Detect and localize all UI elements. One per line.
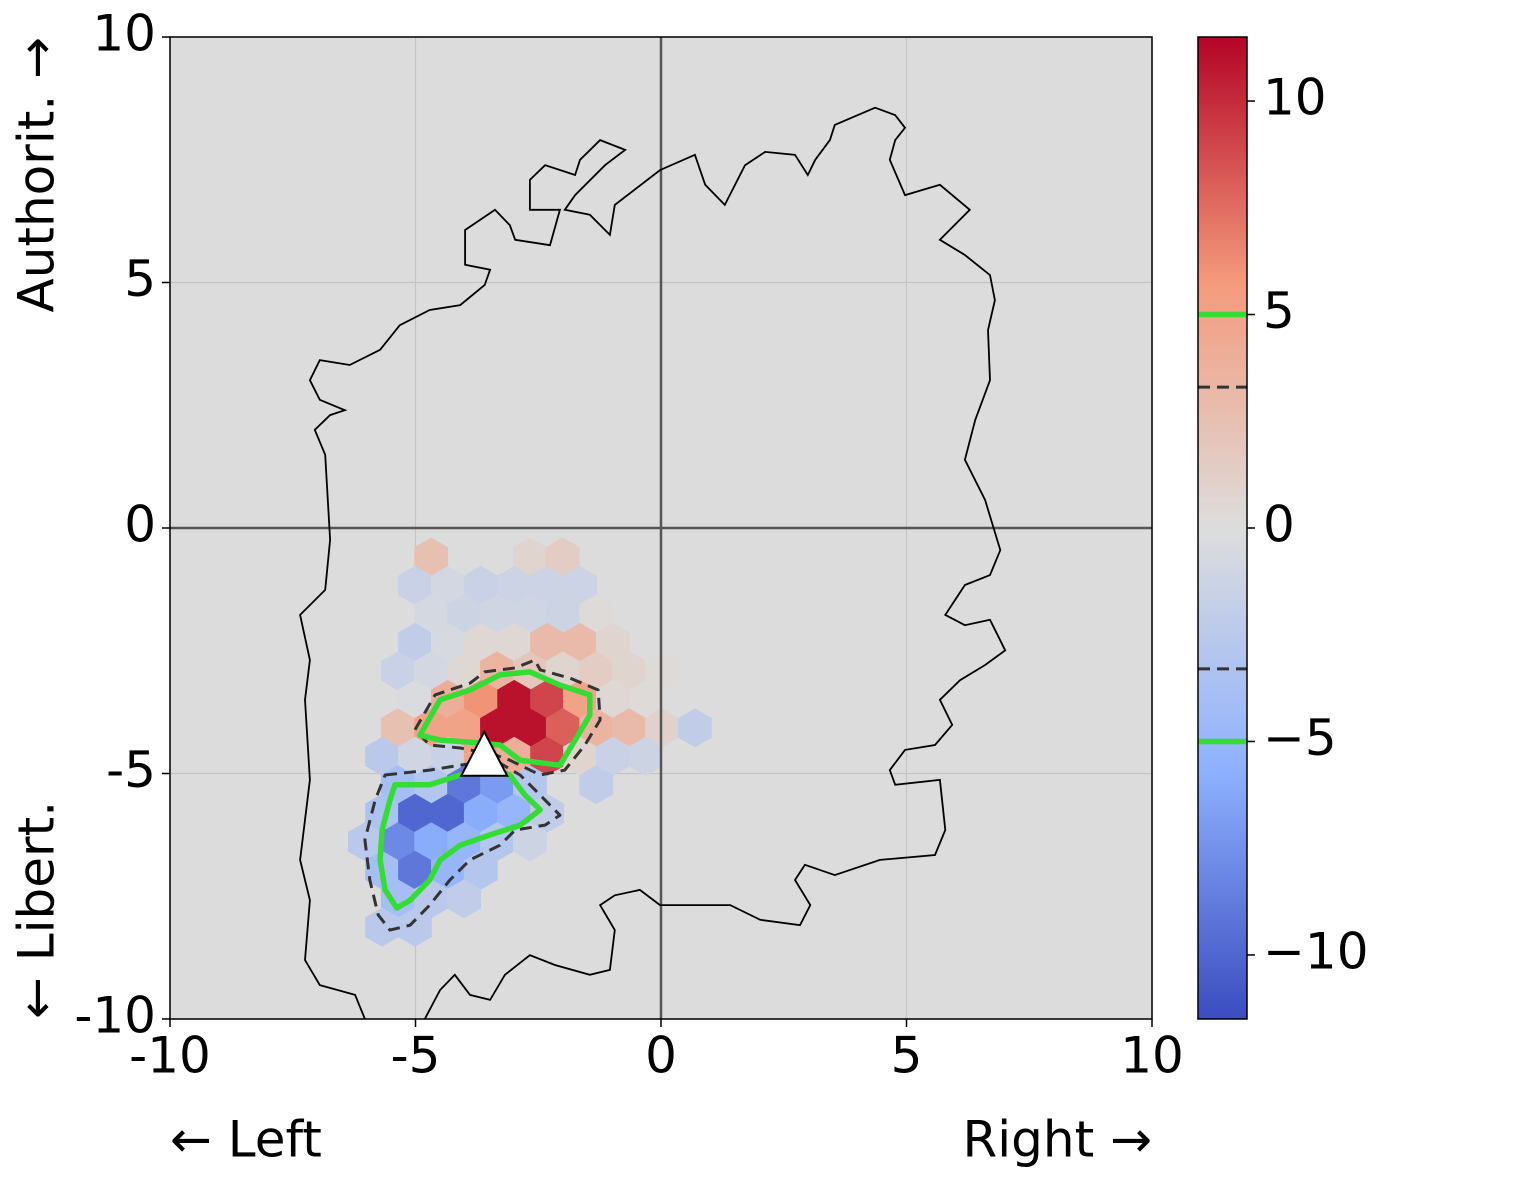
- hex-bin: [447, 879, 481, 919]
- hex-bin: [398, 622, 432, 662]
- hex-bin: [463, 850, 498, 890]
- hex-bin: [530, 565, 564, 605]
- hex-bin: [431, 793, 465, 833]
- hex-bin: [398, 565, 432, 605]
- hex-bin: [431, 565, 465, 605]
- colorbar-tick-label: 0: [1263, 496, 1295, 554]
- hex-bin: [513, 822, 547, 862]
- x-tick-label: -10: [129, 1027, 211, 1085]
- hex-bin: [398, 736, 432, 776]
- hex-bin: [513, 537, 547, 577]
- hex-bin: [497, 679, 532, 719]
- hex-bin: [414, 537, 449, 577]
- marker: [459, 729, 509, 777]
- y-axis-label-top: Authorit. →: [8, 37, 66, 313]
- hex-bin: [579, 651, 614, 691]
- hex-bin: [463, 565, 498, 605]
- hex-bin: [414, 822, 449, 862]
- x-tick-label: 5: [891, 1027, 923, 1085]
- hex-bin: [612, 651, 646, 691]
- hex-bin: [447, 594, 481, 634]
- hex-bin: [545, 708, 580, 748]
- hex-bin: [678, 708, 712, 748]
- plot-frame: [169, 36, 1153, 1020]
- x-tick-label: 0: [645, 1027, 677, 1085]
- hex-bin: [545, 594, 580, 634]
- hex-bin: [398, 850, 432, 890]
- hex-bin: [530, 679, 564, 719]
- contour: [413, 658, 602, 777]
- hex-bin: [563, 622, 597, 662]
- hex-bin: [380, 651, 415, 691]
- hex-bin: [628, 736, 663, 776]
- hex-bin: [530, 622, 564, 662]
- hex-bin: [380, 708, 415, 748]
- hex-bin: [398, 907, 432, 947]
- colorbar-tick-label: 10: [1263, 69, 1327, 127]
- x-axis-label-left: ← Left: [170, 1111, 322, 1169]
- hex-bin: [463, 622, 498, 662]
- hex-bin: [414, 594, 449, 634]
- x-tick-label: -5: [391, 1027, 441, 1085]
- hex-bin: [380, 879, 415, 919]
- colorbar-tick-label: 5: [1263, 282, 1295, 340]
- hex-bin: [596, 736, 630, 776]
- y-tick-label: 0: [124, 496, 156, 554]
- hex-bin: [513, 708, 547, 748]
- hex-bin: [447, 708, 481, 748]
- y-tick-label: -10: [74, 987, 156, 1045]
- hex-bin: [398, 793, 432, 833]
- hex-bin: [480, 594, 514, 634]
- y-tick-label: -5: [106, 741, 156, 799]
- hex-bin: [414, 651, 449, 691]
- y-tick-label: 10: [92, 5, 156, 63]
- x-axis-label-right: Right →: [963, 1111, 1152, 1169]
- hex-bin: [398, 679, 432, 719]
- outline: [299, 106, 1007, 1020]
- hex-bin: [497, 565, 532, 605]
- hex-bin: [596, 679, 630, 719]
- hex-bin: [530, 793, 564, 833]
- hex-bin: [365, 907, 399, 947]
- hex-bin: [497, 622, 532, 662]
- x-tick-label: 10: [1120, 1027, 1184, 1085]
- hex-bin: [380, 822, 415, 862]
- hex-bin: [628, 679, 663, 719]
- hex-bin: [612, 708, 646, 748]
- hex-bin: [463, 793, 498, 833]
- y-axis-label-bottom: ← Libert.: [8, 801, 66, 1019]
- hex-bin: [365, 736, 399, 776]
- hex-bin: [596, 622, 630, 662]
- hex-bin: [431, 622, 465, 662]
- y-tick-label: 5: [124, 250, 156, 308]
- hex-bin: [563, 565, 597, 605]
- hex-bin: [480, 708, 514, 748]
- hex-bin: [513, 594, 547, 634]
- hex-bin: [579, 765, 614, 805]
- colorbar-tick-label: −10: [1263, 922, 1369, 980]
- hex-bin: [545, 537, 580, 577]
- colorbar-tick-label: −5: [1263, 709, 1337, 767]
- hex-bin: [579, 594, 614, 634]
- colorbar: [1198, 37, 1247, 1019]
